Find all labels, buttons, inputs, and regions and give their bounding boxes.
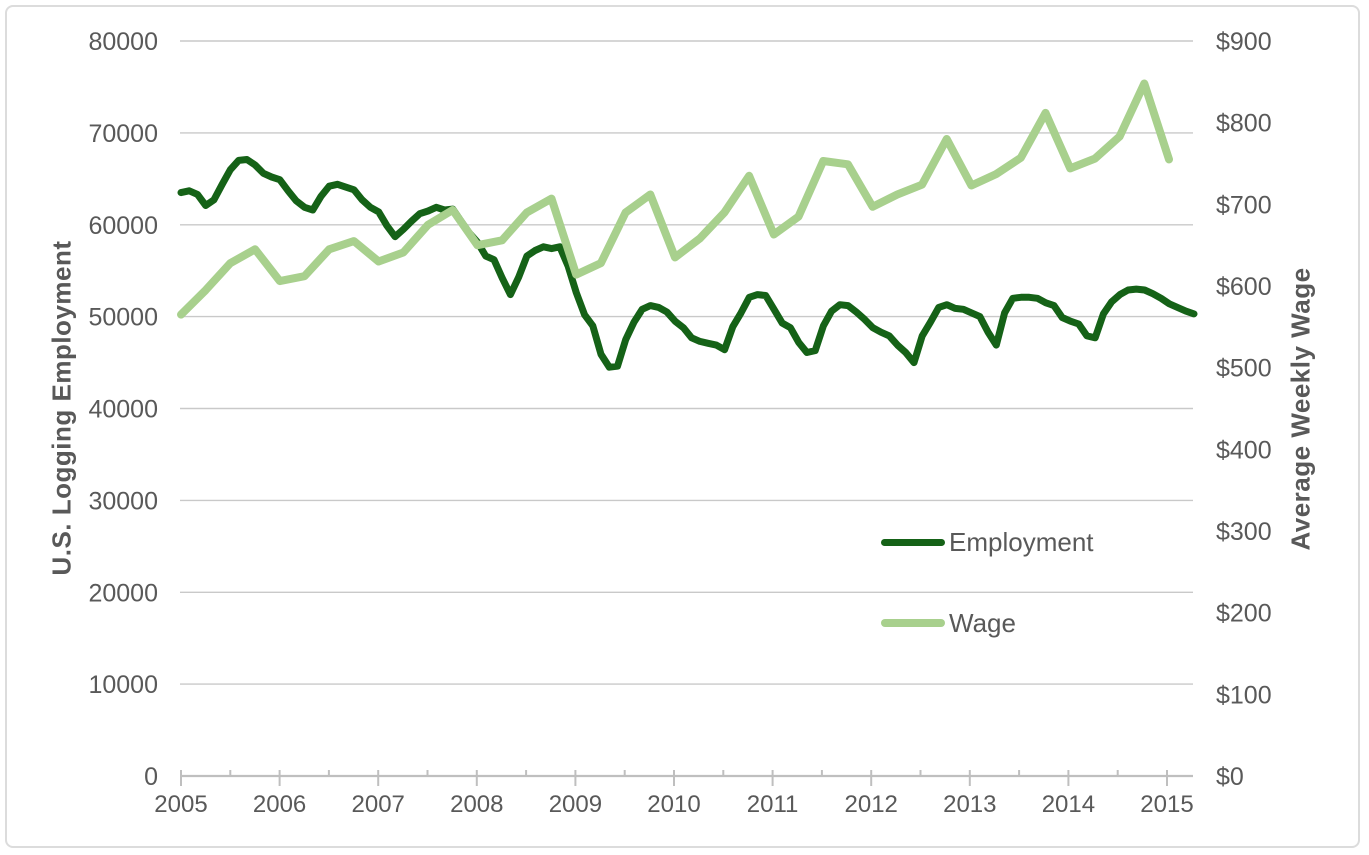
right-axis-tick-label: $0 [1216, 763, 1244, 791]
right-axis-tick-label: $300 [1216, 518, 1272, 546]
legend-label-wage: Wage [949, 608, 1016, 638]
left-axis-tick-label: 50000 [88, 304, 158, 332]
right-axis-tick-label: $700 [1216, 191, 1272, 219]
x-axis-year-label: 2008 [450, 791, 503, 818]
employment-line [177, 156, 1198, 371]
chart-frame [5, 5, 1360, 848]
right-axis-tick-label: $500 [1216, 355, 1272, 383]
right-axis-tick-label: $900 [1216, 28, 1272, 56]
x-axis-year-label: 2012 [845, 791, 898, 818]
right-axis-title: Average Weekly Wage [1285, 267, 1316, 551]
left-axis-title: U.S. Logging Employment [46, 240, 77, 576]
x-axis-year-label: 2013 [943, 791, 996, 818]
right-axis-tick-label: $800 [1216, 110, 1272, 138]
legend-label-employment: Employment [949, 527, 1094, 557]
left-axis-tick-label: 10000 [88, 671, 158, 699]
left-axis-tick-label: 30000 [88, 487, 158, 515]
legend-item-wage: Wage [881, 608, 1016, 638]
left-axis-tick-label: 70000 [88, 120, 158, 148]
left-axis-tick-label: 0 [144, 763, 158, 791]
right-axis-tick-label: $200 [1216, 600, 1272, 628]
x-axis-year-label: 2007 [352, 791, 405, 818]
employment-line-swatch [881, 538, 945, 546]
left-axis-tick-label: 20000 [88, 579, 158, 607]
x-axis-year-label: 2011 [747, 791, 799, 818]
left-axis-tick-label: 60000 [88, 212, 158, 240]
wage-line [177, 79, 1173, 319]
wage-line-swatch [881, 619, 945, 627]
right-axis-tick-label: $400 [1216, 436, 1272, 464]
x-axis-year-label: 2010 [647, 791, 700, 818]
x-axis-year-label: 2006 [253, 791, 306, 818]
right-axis-tick-label: $600 [1216, 273, 1272, 301]
legend-item-employment: Employment [881, 527, 1094, 557]
left-axis-tick-label: 80000 [88, 28, 158, 56]
x-axis-year-label: 2005 [154, 791, 207, 818]
x-axis-year-label: 2015 [1140, 791, 1193, 818]
x-axis-year-label: 2009 [549, 791, 602, 818]
x-axis-year-label: 2014 [1042, 791, 1095, 818]
left-axis-tick-label: 40000 [88, 396, 158, 424]
right-axis-tick-label: $100 [1216, 681, 1272, 709]
